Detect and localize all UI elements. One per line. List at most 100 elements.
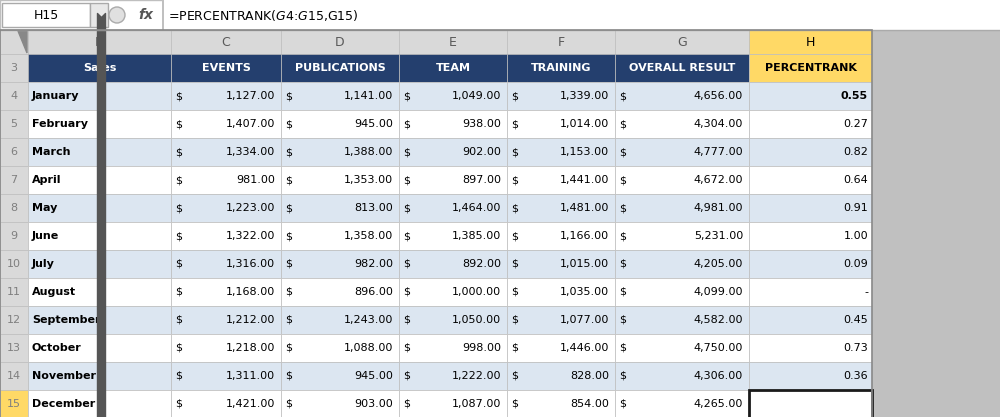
Bar (749, 222, 872, 250)
Bar (0, 30, 872, 417)
Bar (749, 54, 872, 82)
Text: 5: 5 (10, 119, 18, 129)
Text: H: H (806, 35, 815, 48)
Bar (171, 30, 281, 54)
Bar (615, 306, 749, 334)
Bar (28, 54, 171, 82)
Text: $: $ (175, 175, 182, 185)
Text: OVERALL RESULT: OVERALL RESULT (629, 63, 735, 73)
Text: 1,322.00: 1,322.00 (226, 231, 275, 241)
Bar (615, 334, 749, 362)
Text: 813.00: 813.00 (354, 203, 393, 213)
Bar (507, 82, 615, 110)
Bar (749, 390, 872, 417)
Text: 0.45: 0.45 (843, 315, 868, 325)
Bar (171, 194, 281, 222)
Text: 998.00: 998.00 (462, 343, 501, 353)
Text: September: September (32, 315, 100, 325)
Text: 0.09: 0.09 (843, 259, 868, 269)
Text: June: June (32, 231, 59, 241)
Text: February: February (32, 119, 88, 129)
Polygon shape (18, 31, 27, 53)
Bar (28, 250, 171, 278)
Bar (615, 362, 749, 390)
Bar (615, 222, 749, 250)
Text: $: $ (285, 119, 292, 129)
Bar (399, 110, 507, 138)
Text: $: $ (403, 343, 410, 353)
Text: 1,000.00: 1,000.00 (452, 287, 501, 297)
Bar (28, 306, 171, 334)
Text: December: December (32, 399, 95, 409)
Text: 1,407.00: 1,407.00 (226, 119, 275, 129)
Text: 897.00: 897.00 (462, 175, 501, 185)
Text: 1,353.00: 1,353.00 (344, 175, 393, 185)
Bar (2, 3, 90, 27)
Bar (507, 250, 615, 278)
Text: $: $ (511, 371, 518, 381)
Bar (281, 362, 399, 390)
Text: $: $ (403, 147, 410, 157)
Bar (0, 250, 28, 278)
Text: C: C (222, 35, 230, 48)
Text: $: $ (511, 147, 518, 157)
Bar (0, 0, 1000, 30)
Text: 1,388.00: 1,388.00 (344, 147, 393, 157)
Bar (0, 222, 28, 250)
Bar (399, 30, 507, 54)
Bar (28, 30, 171, 54)
Text: 13: 13 (7, 343, 21, 353)
Bar (281, 54, 399, 82)
Bar (281, 82, 399, 110)
Text: 1,385.00: 1,385.00 (452, 231, 501, 241)
Text: $: $ (619, 259, 626, 269)
Bar (615, 138, 749, 166)
Bar (615, 82, 749, 110)
Bar (0, 54, 28, 82)
Text: 1,088.00: 1,088.00 (344, 343, 393, 353)
Text: $: $ (285, 231, 292, 241)
Bar (749, 30, 872, 54)
Text: $: $ (285, 399, 292, 409)
Text: $: $ (619, 287, 626, 297)
Text: $: $ (175, 203, 182, 213)
Bar (0, 30, 28, 54)
Bar (0, 390, 28, 417)
Text: 4,750.00: 4,750.00 (694, 343, 743, 353)
Bar (749, 362, 872, 390)
Text: 1,481.00: 1,481.00 (560, 203, 609, 213)
Text: $: $ (403, 399, 410, 409)
Bar (749, 194, 872, 222)
Text: January: January (32, 91, 80, 101)
Text: $: $ (619, 119, 626, 129)
Text: 1,127.00: 1,127.00 (226, 91, 275, 101)
Bar (281, 30, 399, 54)
Text: $: $ (403, 371, 410, 381)
Text: 1,015.00: 1,015.00 (560, 259, 609, 269)
Text: 854.00: 854.00 (570, 399, 609, 409)
Text: 1,049.00: 1,049.00 (452, 91, 501, 101)
Text: 6: 6 (10, 147, 18, 157)
Text: fx: fx (138, 8, 154, 22)
Text: B: B (95, 35, 104, 48)
Text: $: $ (403, 259, 410, 269)
Text: $: $ (175, 343, 182, 353)
Bar (507, 110, 615, 138)
Bar (0, 194, 28, 222)
Text: 1,334.00: 1,334.00 (226, 147, 275, 157)
Text: $: $ (403, 231, 410, 241)
Text: 4,672.00: 4,672.00 (694, 175, 743, 185)
Bar (399, 362, 507, 390)
Bar (749, 278, 872, 306)
Bar (28, 138, 171, 166)
Bar (171, 390, 281, 417)
Bar (28, 222, 171, 250)
Text: 1,218.00: 1,218.00 (226, 343, 275, 353)
Text: 982.00: 982.00 (354, 259, 393, 269)
Text: 892.00: 892.00 (462, 259, 501, 269)
Text: November: November (32, 371, 96, 381)
Text: Sales: Sales (83, 63, 116, 73)
Bar (0, 278, 28, 306)
Text: $: $ (175, 371, 182, 381)
Text: PUBLICATIONS: PUBLICATIONS (295, 63, 385, 73)
